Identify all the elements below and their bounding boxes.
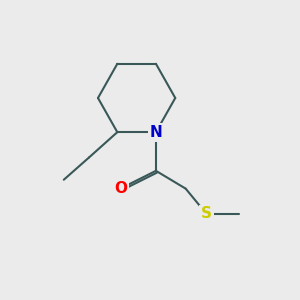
Text: N: N bbox=[150, 125, 162, 140]
Text: O: O bbox=[114, 181, 127, 196]
Text: S: S bbox=[201, 206, 212, 221]
